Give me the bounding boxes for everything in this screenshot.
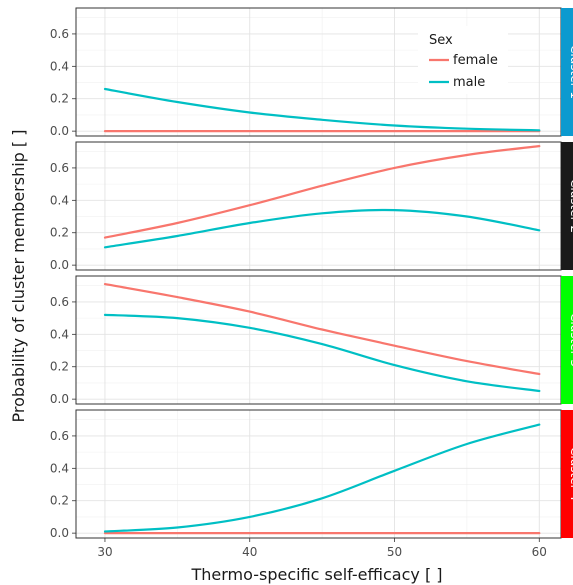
y-tick-label: 0.6: [50, 295, 69, 309]
facet-strip-label: Cluster 4: [568, 447, 573, 501]
panel-4: 0.0 0.2 0.4 0.6 Cluster 4: [50, 409, 573, 540]
y-tick-label: 0.2: [50, 360, 69, 374]
y-tick-label: 0.4: [50, 461, 69, 475]
facet-strip-label: Cluster 3: [568, 313, 573, 367]
y-tick-label: 0.0: [50, 258, 69, 272]
facet-strip: [561, 142, 573, 270]
x-tick-label: 60: [532, 545, 547, 559]
y-tick-label: 0.4: [50, 59, 69, 73]
y-tick-label: 0.0: [50, 392, 69, 406]
series-line-male: [103, 87, 541, 132]
x-tick-label: 30: [97, 545, 112, 559]
y-tick-label: 0.2: [50, 92, 69, 106]
series-line-female: [103, 145, 541, 239]
panel-2: 0.0 0.2 0.4 0.6 Cluster 2: [50, 141, 573, 272]
panel-background: [76, 142, 561, 270]
y-tick-label: 0.2: [50, 494, 69, 508]
y-tick-label: 0.0: [50, 124, 69, 138]
legend: Sex female male: [418, 26, 508, 94]
series-line-male: [103, 423, 541, 533]
y-axis-title: Probability of cluster membership [ ]: [9, 130, 28, 423]
y-tick-label: 0.2: [50, 226, 69, 240]
x-tick-label: 50: [387, 545, 402, 559]
legend-label-female: female: [453, 53, 498, 68]
series-line-male: [103, 208, 541, 249]
facet-strip: [561, 410, 573, 538]
x-axis-title: Thermo-specific self-efficacy [ ]: [190, 565, 442, 584]
y-tick-label: 0.6: [50, 161, 69, 175]
y-tick-label: 0.0: [50, 526, 69, 540]
series-line-male: [103, 313, 541, 393]
y-tick-label: 0.4: [50, 327, 69, 341]
facet-strip: [561, 8, 573, 136]
panel-background: [76, 410, 561, 538]
facet-strip: [561, 276, 573, 404]
y-tick-label: 0.4: [50, 193, 69, 207]
x-axis: 30 40 50 60: [97, 538, 547, 559]
legend-label-male: male: [453, 75, 485, 90]
x-tick-label: 40: [242, 545, 257, 559]
facet-strip-label: Cluster 2: [568, 179, 573, 233]
y-tick-label: 0.6: [50, 429, 69, 443]
facet-strip-label: Cluster 1: [568, 45, 573, 99]
y-tick-label: 0.6: [50, 27, 69, 41]
series-line-female: [103, 283, 541, 376]
panel-3: 0.0 0.2 0.4 0.6 Cluster 3: [50, 275, 573, 406]
legend-title: Sex: [429, 33, 453, 48]
